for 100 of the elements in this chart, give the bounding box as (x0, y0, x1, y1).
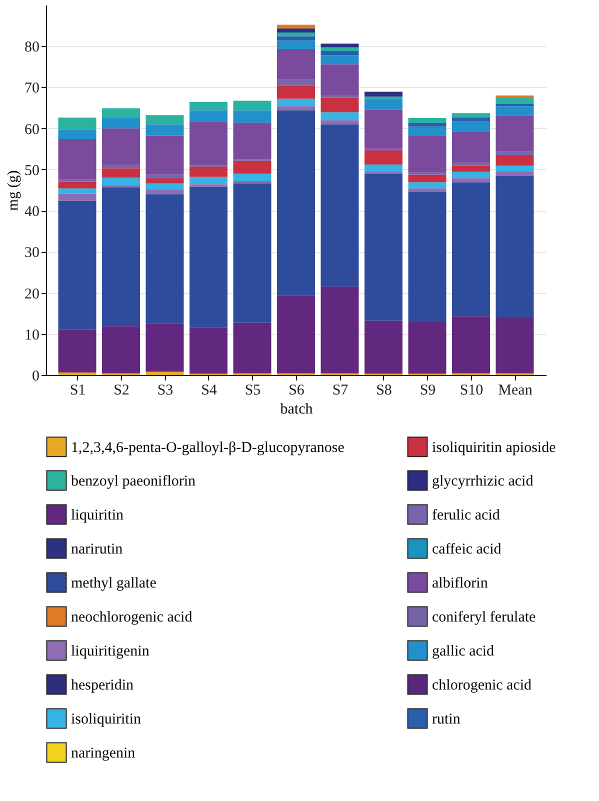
y-tick-label: 20 (24, 286, 40, 302)
legend-label: liquiritin (71, 508, 124, 524)
bar (233, 100, 272, 110)
bar (190, 176, 228, 184)
bar (320, 98, 359, 112)
bar (102, 128, 140, 165)
bar (190, 184, 228, 187)
bar (146, 136, 184, 174)
bar (496, 166, 534, 172)
bar (277, 79, 315, 86)
x-tick-label: S5 (244, 382, 261, 398)
legend-label: neochlorogenic acid (71, 610, 193, 626)
bar (452, 117, 490, 122)
bar (452, 121, 490, 132)
bar (58, 182, 96, 188)
bar (320, 51, 359, 56)
bar (233, 180, 272, 184)
legend-label: caffeic acid (432, 542, 502, 558)
bar (364, 320, 402, 374)
bar (320, 44, 359, 48)
bar (364, 100, 402, 110)
legend-label: isoliquiritin (71, 712, 142, 728)
y-axis-title: mg (g) (6, 170, 22, 211)
legend-label: naringenin (71, 746, 136, 762)
bar (146, 174, 184, 178)
bar (277, 24, 315, 28)
bar (58, 188, 96, 194)
bar (452, 178, 490, 182)
bar (146, 189, 184, 194)
bar (452, 316, 490, 374)
y-tick-label: 80 (24, 40, 40, 56)
bar (408, 122, 446, 127)
bar (190, 327, 228, 374)
bar (277, 296, 315, 374)
bar (277, 110, 315, 296)
bar (277, 36, 315, 40)
x-tick-label: Mean (498, 382, 533, 398)
bar (190, 102, 228, 110)
bar (146, 178, 184, 184)
bar (233, 122, 272, 160)
bar (277, 28, 315, 33)
bar (146, 124, 184, 136)
bar (496, 176, 534, 318)
bar (496, 152, 534, 156)
y-tick-label: 30 (24, 245, 40, 262)
bar (233, 174, 272, 181)
bar (496, 98, 534, 104)
bar (408, 126, 446, 136)
bar (146, 183, 184, 190)
bar (452, 182, 490, 316)
bar (496, 317, 534, 374)
bar (408, 174, 446, 182)
bar (408, 118, 446, 123)
x-tick-label: S4 (201, 382, 218, 398)
legend-label: isoliquiritin apioside (432, 440, 556, 456)
legend-label: rutin (432, 712, 461, 728)
bar (233, 110, 272, 123)
bar (452, 172, 490, 178)
bar (496, 104, 534, 106)
bar (102, 188, 140, 326)
bar (233, 322, 272, 374)
bar (320, 64, 359, 96)
x-tick-label: S3 (157, 382, 174, 398)
bar (190, 186, 228, 328)
legend-label: methyl gallate (71, 576, 157, 592)
bar (320, 286, 359, 374)
legend-label: liquiritigenin (71, 644, 150, 660)
legend-label: albiflorin (432, 576, 488, 592)
legend-label: 1,2,3,4,6-penta-O-galloyl-β-D-glucopyranose (71, 440, 345, 456)
x-tick-label: S2 (114, 382, 130, 398)
x-tick-label: S6 (288, 382, 305, 398)
bar (364, 150, 402, 165)
bar (364, 174, 402, 321)
bar (146, 324, 184, 372)
y-tick-label: 70 (24, 80, 40, 97)
bar (496, 106, 534, 116)
bar (146, 194, 184, 324)
bar (102, 168, 140, 178)
y-tick-label: 10 (24, 327, 40, 344)
bar (102, 108, 140, 118)
bar (452, 113, 490, 118)
bar (233, 183, 272, 323)
y-tick-label: 0 (32, 368, 40, 384)
bar (102, 164, 140, 168)
bar (277, 40, 315, 49)
bar (364, 110, 402, 149)
x-tick-label: S1 (70, 382, 86, 398)
bar (190, 121, 228, 165)
bar (102, 326, 140, 374)
bar (320, 120, 359, 124)
y-tick-label: 50 (24, 162, 40, 179)
bar (58, 200, 96, 330)
bar (277, 48, 315, 79)
bar (408, 135, 446, 173)
y-tick-label: 40 (24, 204, 40, 220)
legend-label: hesperidin (71, 678, 134, 694)
bar (58, 130, 96, 140)
bar (364, 171, 402, 174)
legend-label: narirutin (71, 542, 124, 558)
bar (452, 166, 490, 172)
